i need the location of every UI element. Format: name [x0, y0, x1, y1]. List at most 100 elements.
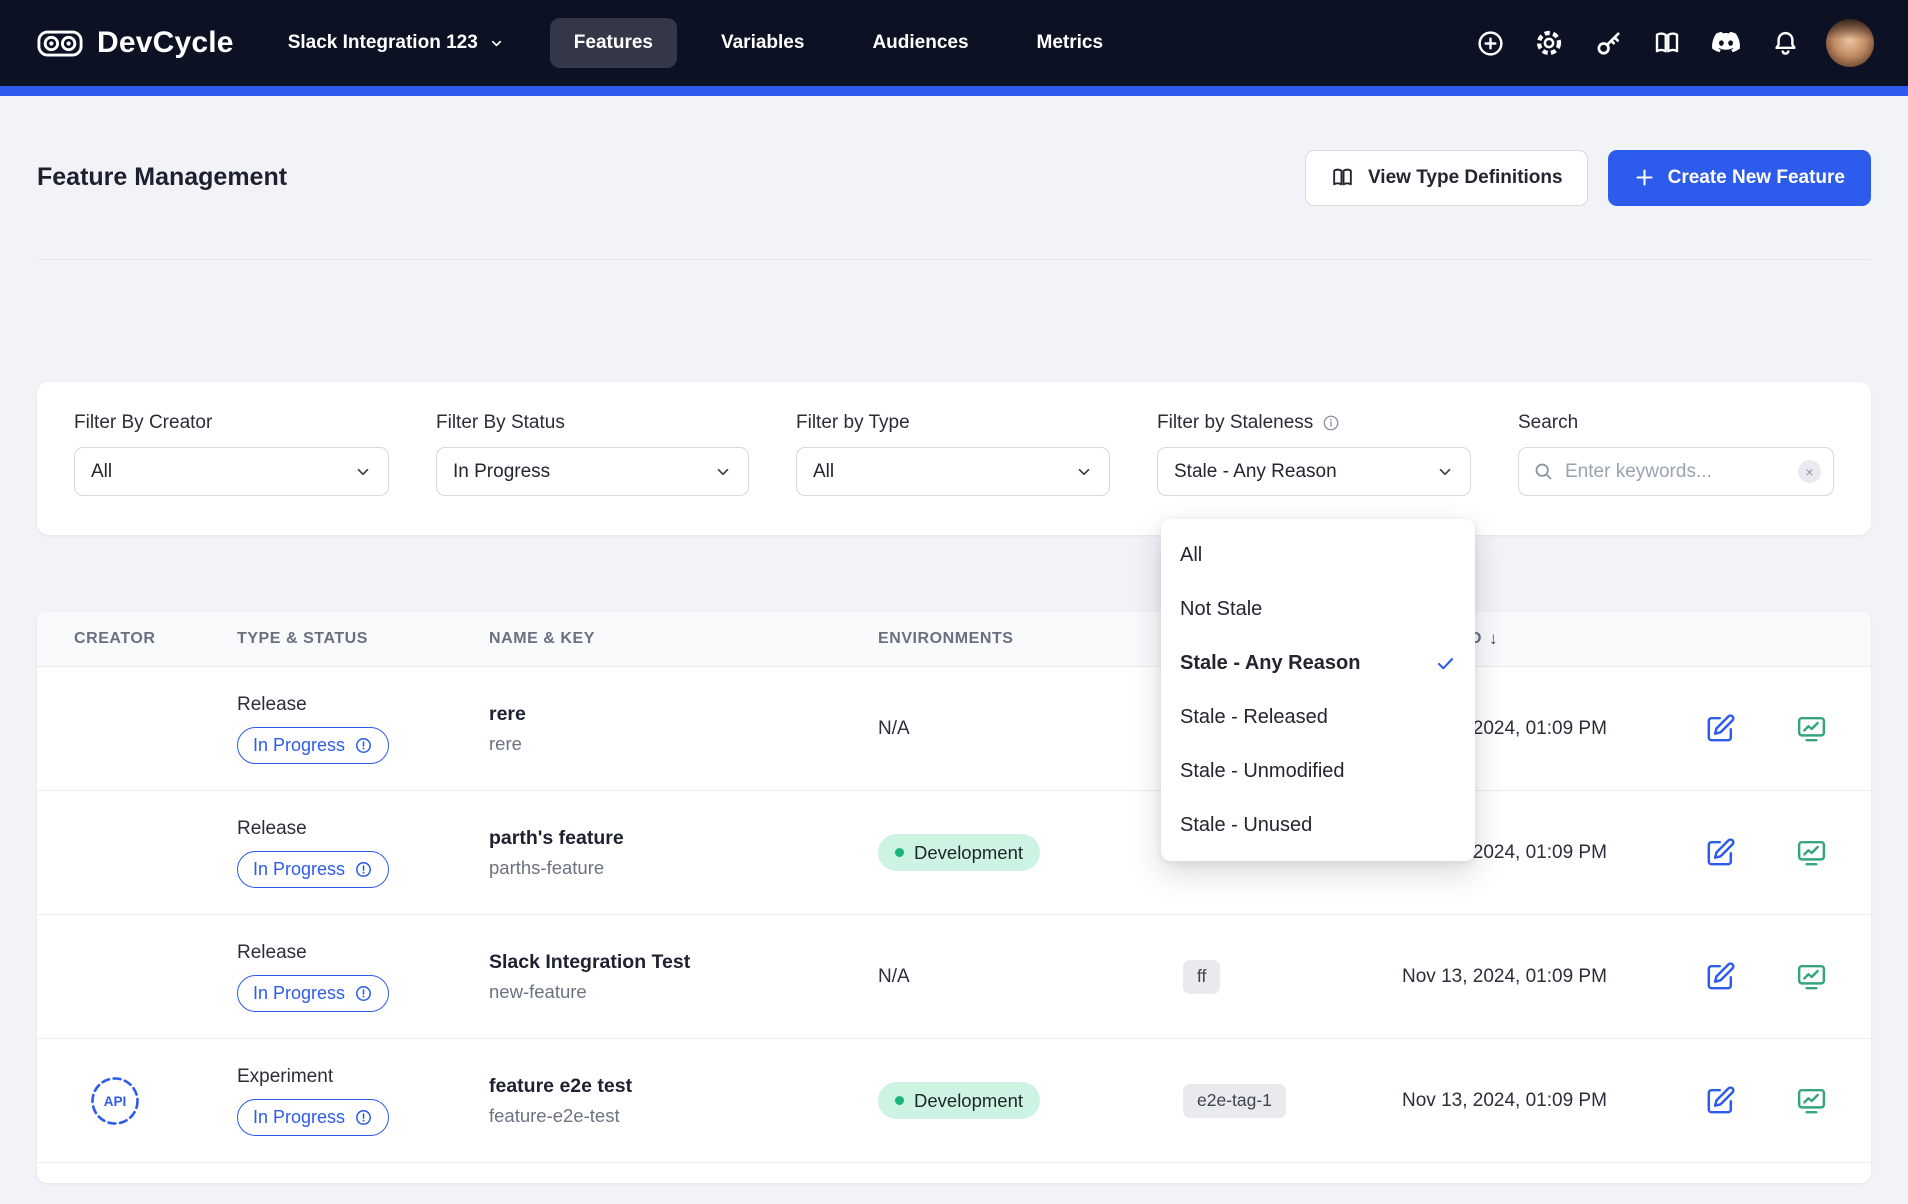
status-badge[interactable]: In Progress — [237, 851, 389, 888]
alert-circle-icon — [354, 1108, 373, 1127]
staleness-option-not-stale[interactable]: Not Stale — [1161, 582, 1475, 636]
env-status-dot-icon — [895, 848, 904, 857]
staleness-option-stale-unmodified[interactable]: Stale - Unmodified — [1161, 744, 1475, 798]
filter-type: Filter by Type All — [796, 412, 1110, 535]
status-badge[interactable]: In Progress — [237, 1099, 389, 1136]
nav-tab-variables[interactable]: Variables — [697, 18, 828, 68]
edit-feature-icon[interactable] — [1703, 960, 1737, 994]
create-new-feature-label: Create New Feature — [1668, 167, 1845, 189]
table-row[interactable]: API Experiment In Progress feature e2e t… — [37, 1039, 1871, 1163]
view-type-definitions-label: View Type Definitions — [1368, 167, 1563, 189]
updated-timestamp: Nov 13, 2024, 01:09 PM — [1402, 1090, 1607, 1111]
filter-creator-select[interactable]: All — [74, 447, 389, 496]
top-navbar: DevCycle Slack Integration 123 Features … — [0, 0, 1908, 86]
filters-panel: Filter By Creator All Filter By Status I… — [37, 382, 1871, 535]
chevron-down-icon — [1075, 463, 1093, 481]
filter-type-select[interactable]: All — [796, 447, 1110, 496]
search-input[interactable] — [1565, 461, 1787, 483]
search-icon — [1533, 461, 1554, 482]
edit-feature-icon[interactable] — [1703, 712, 1737, 746]
devcycle-logo[interactable]: DevCycle — [37, 26, 234, 60]
alert-circle-icon — [354, 860, 373, 879]
table-row[interactable]: Release In Progress parth's feature part… — [37, 791, 1871, 915]
chevron-down-icon — [354, 463, 372, 481]
main-nav: Features Variables Audiences Metrics — [550, 18, 1127, 68]
table-row[interactable]: Release In Progress Slack Integration Te… — [37, 915, 1871, 1039]
status-label: In Progress — [253, 983, 345, 1004]
filter-type-label: Filter by Type — [796, 412, 1110, 434]
environments-value: N/A — [878, 966, 910, 987]
edit-feature-icon[interactable] — [1703, 836, 1737, 870]
page-title: Feature Management — [37, 163, 1305, 192]
status-badge[interactable]: In Progress — [237, 975, 389, 1012]
accent-bar — [0, 86, 1908, 96]
option-label: Stale - Unmodified — [1180, 760, 1345, 783]
filter-staleness-select[interactable]: Stale - Any Reason — [1157, 447, 1471, 496]
discord-icon[interactable] — [1708, 25, 1744, 61]
feature-key: new-feature — [489, 981, 587, 1003]
option-label: All — [1180, 544, 1202, 567]
environment-label: Development — [914, 842, 1023, 864]
filter-creator: Filter By Creator All — [74, 412, 389, 535]
chevron-down-icon — [1436, 463, 1454, 481]
environment-badge: Development — [878, 834, 1040, 871]
edit-feature-icon[interactable] — [1703, 1084, 1737, 1118]
feature-name[interactable]: Slack Integration Test — [489, 951, 690, 974]
staleness-option-stale-any-reason[interactable]: Stale - Any Reason — [1161, 636, 1475, 690]
view-type-definitions-button[interactable]: View Type Definitions — [1305, 150, 1588, 206]
filter-creator-value: All — [91, 461, 112, 483]
bell-icon[interactable] — [1767, 25, 1803, 61]
brand-name: DevCycle — [97, 26, 234, 60]
status-label: In Progress — [253, 735, 345, 756]
table-row[interactable]: Release In Progress rere rere N/A Nov 13… — [37, 667, 1871, 791]
info-icon[interactable] — [1322, 414, 1340, 432]
feature-tag: ff — [1183, 960, 1220, 994]
status-label: In Progress — [253, 859, 345, 880]
features-table: CREATOR TYPE & STATUS NAME & KEY ENVIRON… — [37, 612, 1871, 1183]
docs-book-icon[interactable] — [1649, 25, 1685, 61]
environments-value: N/A — [878, 718, 910, 739]
staleness-option-all[interactable]: All — [1161, 528, 1475, 582]
filter-status-select[interactable]: In Progress — [436, 447, 749, 496]
main-content: Feature Management View Type Definitions… — [0, 96, 1908, 1183]
feature-key: rere — [489, 733, 522, 755]
project-selector[interactable]: Slack Integration 123 — [288, 32, 504, 54]
devcycle-goggles-icon — [37, 28, 83, 59]
clear-search-icon[interactable]: × — [1798, 460, 1821, 483]
nav-tab-features[interactable]: Features — [550, 18, 677, 68]
status-badge[interactable]: In Progress — [237, 727, 389, 764]
search-label: Search — [1518, 412, 1834, 434]
environment-badge: Development — [878, 1082, 1040, 1119]
feature-metrics-icon[interactable] — [1794, 712, 1828, 746]
nav-tab-audiences[interactable]: Audiences — [848, 18, 992, 68]
filter-type-value: All — [813, 461, 834, 483]
option-label: Stale - Released — [1180, 706, 1328, 729]
filter-search: Search × — [1518, 412, 1834, 535]
filter-staleness: Filter by Staleness Stale - Any Reason — [1157, 412, 1471, 535]
feature-key: parths-feature — [489, 857, 604, 879]
filter-staleness-value: Stale - Any Reason — [1174, 461, 1337, 483]
filter-staleness-label: Filter by Staleness — [1157, 412, 1471, 434]
create-new-feature-button[interactable]: Create New Feature — [1608, 150, 1871, 206]
feature-metrics-icon[interactable] — [1794, 960, 1828, 994]
header-actions: View Type Definitions Create New Feature — [1305, 150, 1871, 206]
feature-name[interactable]: parth's feature — [489, 827, 624, 850]
col-header-environments: ENVIRONMENTS — [878, 630, 1183, 648]
sort-desc-icon[interactable]: ↓ — [1489, 629, 1498, 649]
gear-icon[interactable] — [1531, 25, 1567, 61]
staleness-option-stale-unused[interactable]: Stale - Unused — [1161, 798, 1475, 852]
staleness-option-stale-released[interactable]: Stale - Released — [1161, 690, 1475, 744]
feature-metrics-icon[interactable] — [1794, 1084, 1828, 1118]
feature-name[interactable]: rere — [489, 703, 526, 726]
feature-metrics-icon[interactable] — [1794, 836, 1828, 870]
plus-icon — [1634, 167, 1655, 188]
add-circle-icon[interactable] — [1472, 25, 1508, 61]
alert-circle-icon — [354, 736, 373, 755]
col-header-creator: CREATOR — [74, 630, 237, 648]
check-icon — [1435, 653, 1456, 674]
feature-name[interactable]: feature e2e test — [489, 1075, 632, 1098]
nav-tab-metrics[interactable]: Metrics — [1013, 18, 1128, 68]
key-icon[interactable] — [1590, 25, 1626, 61]
feature-type: Experiment — [237, 1066, 333, 1088]
user-avatar[interactable] — [1826, 19, 1874, 67]
